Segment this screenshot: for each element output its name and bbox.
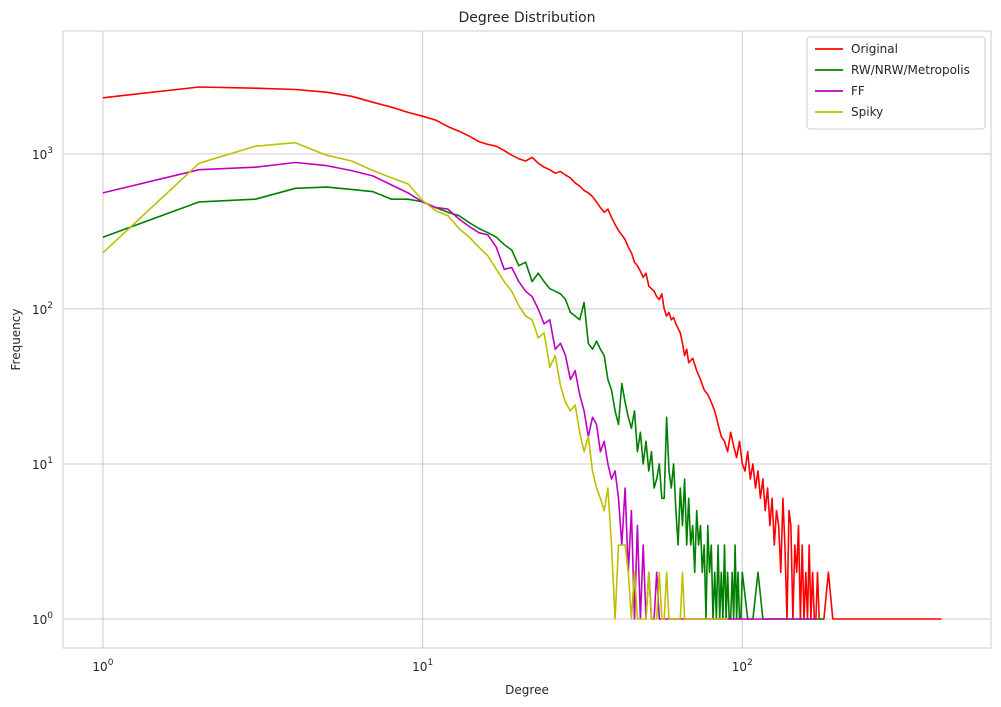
series-line-3 [102, 141, 728, 620]
series-line-2 [102, 161, 816, 620]
series-line-0 [102, 86, 942, 620]
y-tick-label: 102 [32, 301, 53, 317]
x-tick-label: 100 [92, 658, 113, 674]
legend-label-2: FF [851, 84, 865, 98]
plot-frame [62, 30, 992, 649]
y-tick-label: 101 [32, 456, 53, 472]
series-lines [102, 86, 942, 620]
series-line-1 [102, 186, 824, 620]
y-tick-labels: 100 101 102 103 [32, 146, 53, 627]
legend-label-0: Original [851, 42, 898, 56]
y-axis-label: Frequency [9, 309, 23, 371]
x-axis-label: Degree [505, 683, 549, 697]
y-tick-label: 100 [32, 611, 53, 627]
x-tick-labels: 100 101 102 [92, 658, 752, 674]
legend-label-1: RW/NRW/Metropolis [851, 63, 970, 77]
plot-background [63, 31, 991, 648]
x-tick-label: 101 [412, 658, 433, 674]
chart-title: Degree Distribution [458, 10, 595, 26]
x-tick-label: 102 [732, 658, 753, 674]
legend-label-3: Spiky [851, 105, 883, 119]
y-tick-label: 103 [32, 146, 53, 162]
legend-box [806, 36, 986, 130]
legend: Original RW/NRW/Metropolis FF Spiky [806, 36, 986, 130]
plot-area [62, 30, 992, 649]
